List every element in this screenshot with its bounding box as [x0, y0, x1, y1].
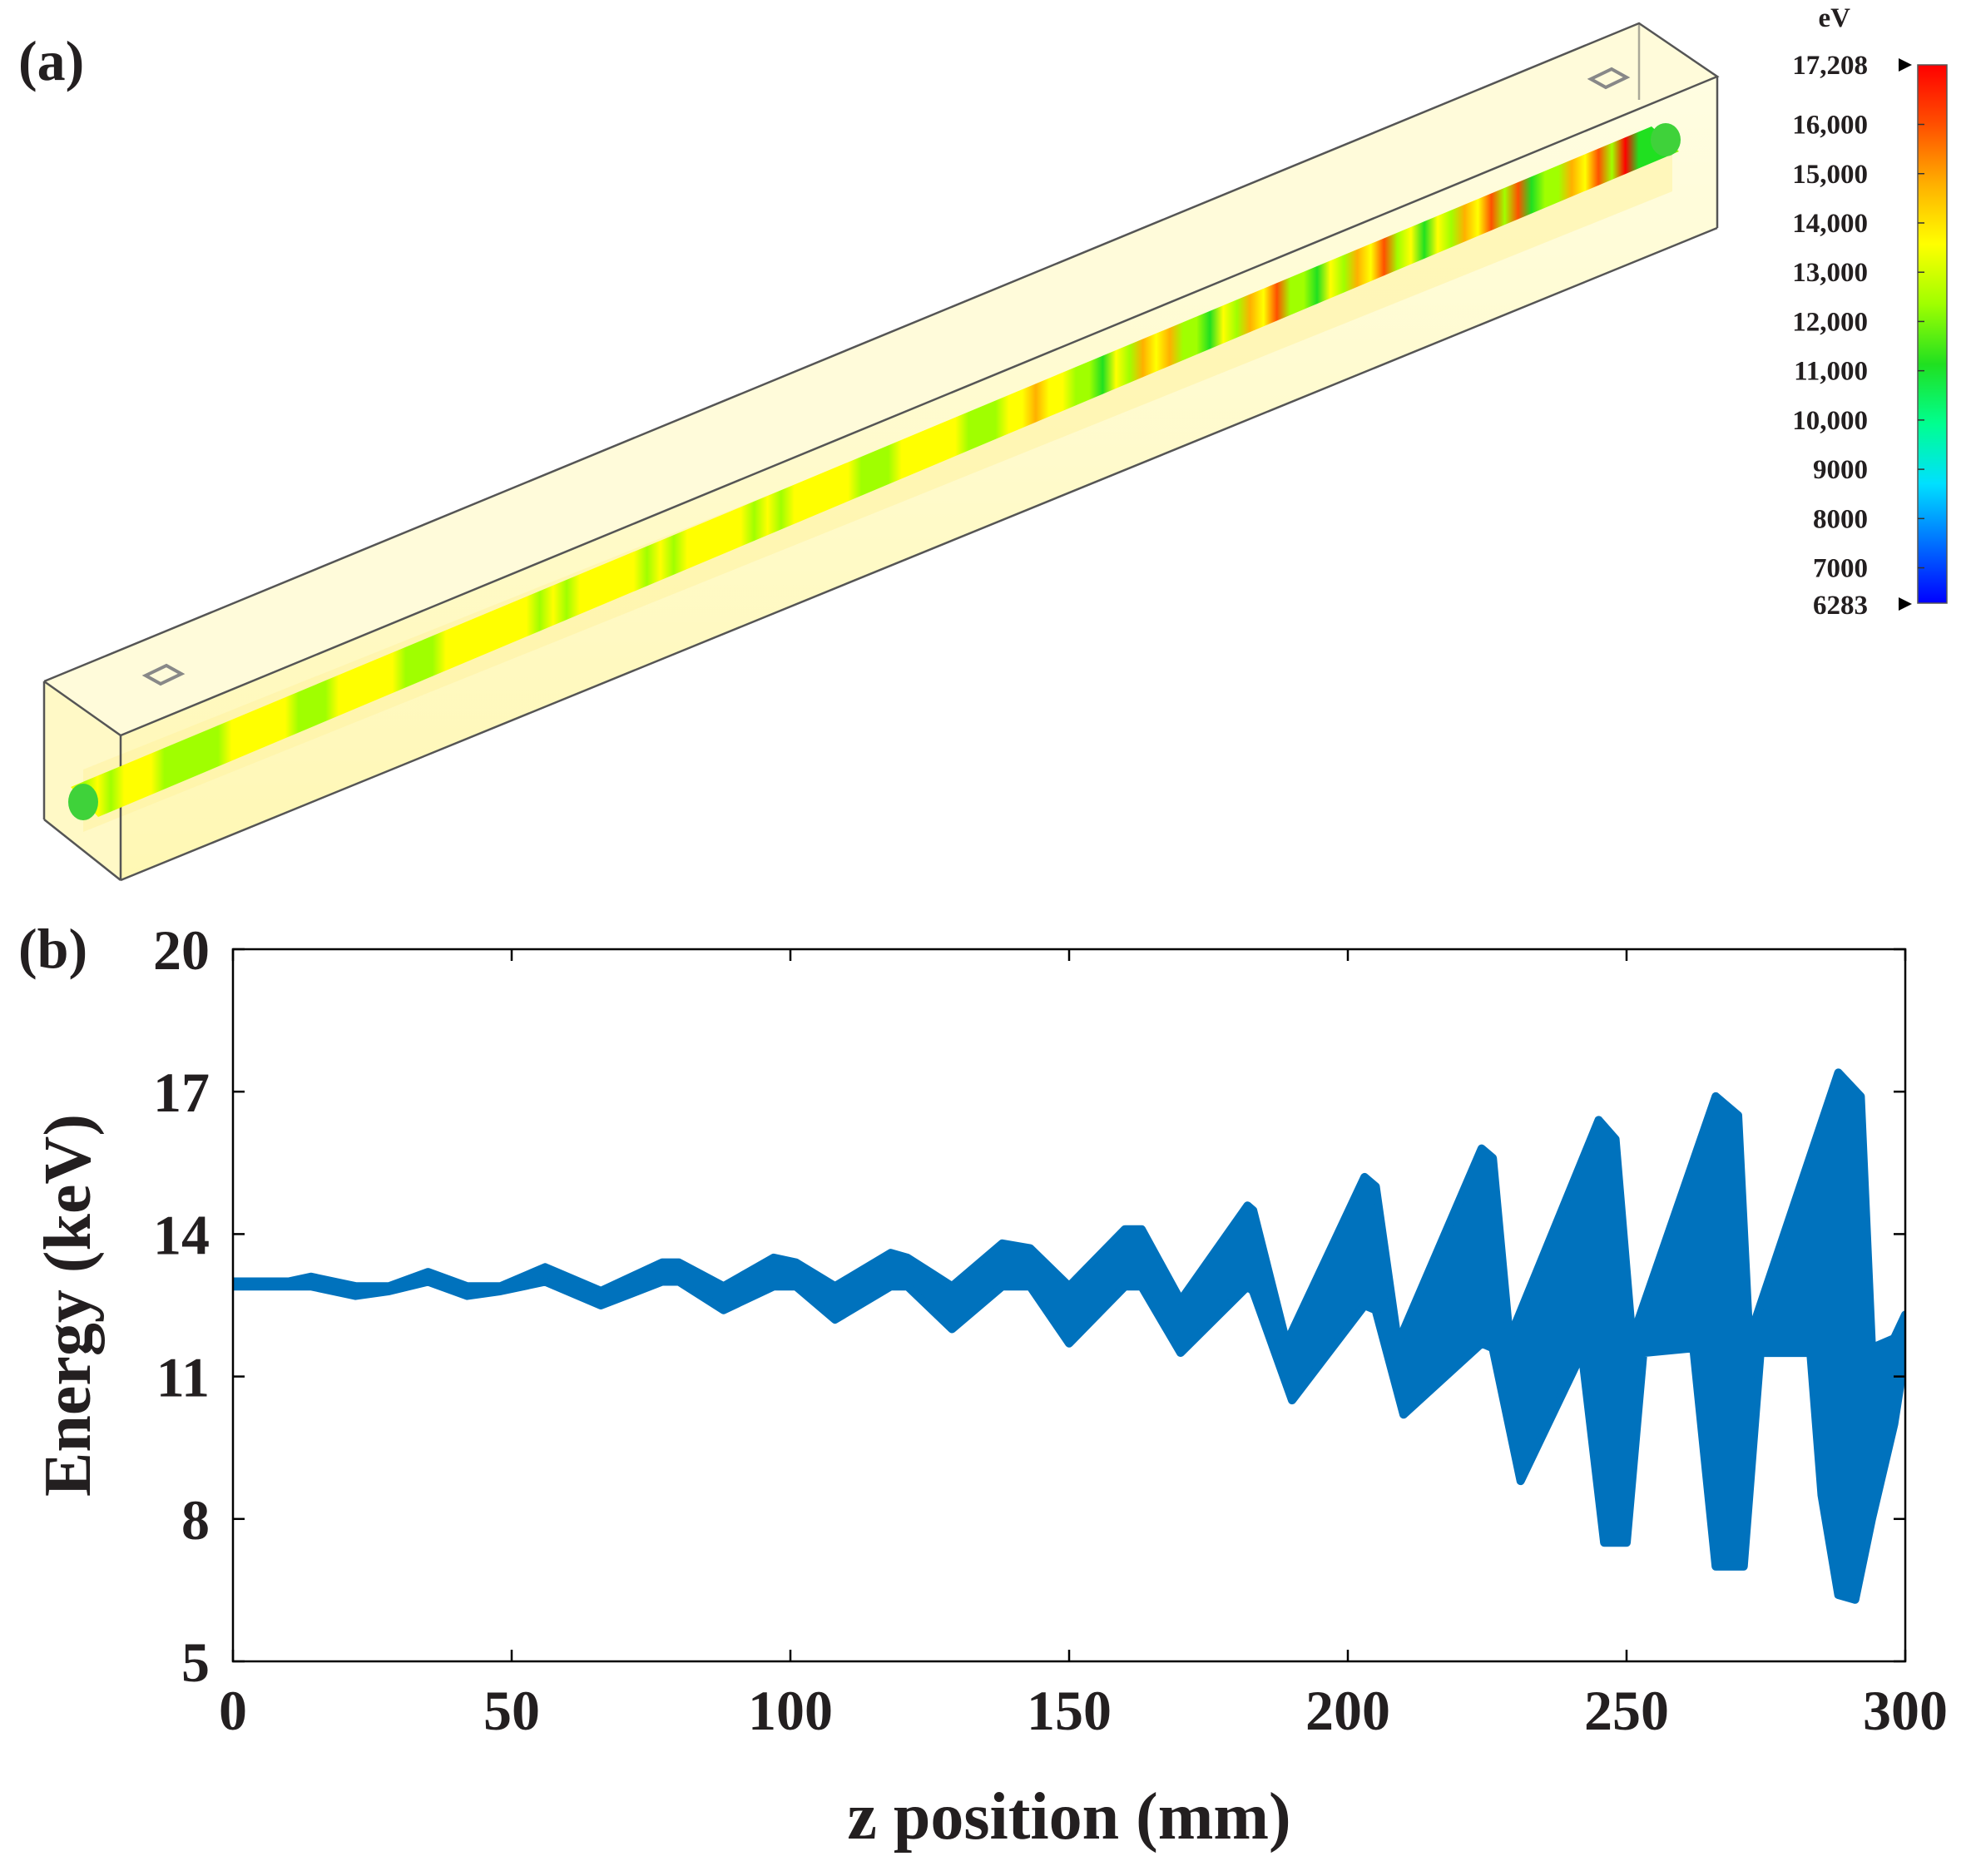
colorbar-tick-label: 12,000	[1792, 307, 1868, 337]
waveguide-top-face	[44, 23, 1717, 735]
colorbar-tick-label: 10,000	[1792, 406, 1868, 436]
x-tick-label: 200	[1305, 1679, 1390, 1742]
beam-body	[71, 126, 1679, 817]
panel-b-label: (b)	[18, 917, 87, 980]
y-tick-label: 14	[153, 1203, 210, 1266]
panel-a-label: (a)	[18, 29, 84, 92]
y-tick-label: 5	[181, 1631, 210, 1694]
colorbar-tick-label: 7000	[1813, 554, 1868, 584]
colorbar-max-arrow	[1899, 58, 1912, 72]
y-axis-label: Energy (keV)	[32, 1114, 105, 1497]
electron-beam	[68, 123, 1681, 820]
input-port-marker	[141, 663, 186, 686]
beam-end-cap	[1651, 123, 1681, 156]
y-tick-label: 17	[153, 1061, 210, 1124]
colorbar-ticks: 16,000 15,000 14,000 13,000 12,000 11,000 10,0…	[1792, 111, 1924, 584]
x-axis-label: z position (mm)	[847, 1780, 1290, 1854]
x-tick-label: 300	[1863, 1679, 1948, 1742]
panel-a-3d-render: (a)	[18, 3, 1948, 882]
colorbar-tick-label: 15,000	[1792, 160, 1868, 190]
colorbar-tick-label: 9000	[1813, 455, 1868, 485]
energy-series	[233, 1068, 1905, 1604]
panel-b-chart: (b) 0 50 100 150 200 250 300 5 8 11 14 17 20 z posi…	[18, 917, 1948, 1854]
colorbar-tick-label: 14,000	[1792, 209, 1868, 239]
beam-start-cap	[68, 784, 98, 820]
output-port-marker	[1587, 67, 1631, 90]
y-axis-ticks: 5 8 11 14 17 20	[153, 918, 1905, 1694]
colorbar-tick-label: 13,000	[1792, 258, 1868, 288]
y-tick-label: 11	[156, 1346, 210, 1409]
colorbar-tick-label: 8000	[1813, 504, 1868, 534]
y-tick-label: 8	[181, 1488, 210, 1552]
x-tick-label: 100	[748, 1679, 833, 1742]
colorbar-unit: eV	[1819, 3, 1851, 33]
colorbar-max-label: 17,208	[1792, 51, 1868, 81]
colorbar-min-arrow	[1899, 597, 1912, 611]
colorbar-min-label: 6283	[1813, 591, 1868, 621]
x-tick-label: 150	[1027, 1679, 1112, 1742]
colorbar: eV 16,00015,00014,00013,00012,00011,0001…	[1792, 3, 1948, 621]
x-tick-label: 50	[483, 1679, 540, 1742]
x-tick-label: 0	[219, 1679, 247, 1742]
colorbar-bar	[1917, 64, 1948, 604]
waveguide-edges	[42, 22, 1720, 882]
colorbar-tick-label: 11,000	[1794, 357, 1868, 387]
waveguide-end-face	[44, 681, 121, 880]
energy-band	[233, 1068, 1905, 1604]
x-tick-label: 250	[1584, 1679, 1669, 1742]
x-axis-ticks: 0 50 100 150 200 250 300	[219, 949, 1948, 1742]
y-tick-label: 20	[153, 918, 210, 982]
colorbar-tick-label: 16,000	[1792, 111, 1868, 141]
